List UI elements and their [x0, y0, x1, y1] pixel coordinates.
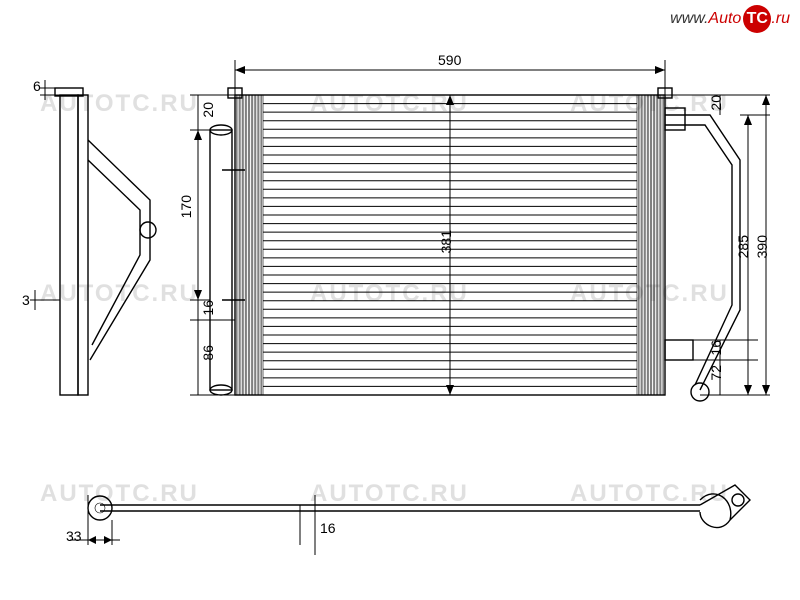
dim-side-3	[30, 290, 60, 310]
dim-label-590: 590	[438, 52, 461, 68]
dim-label-390: 390	[754, 235, 770, 258]
dim-label-6: 6	[33, 78, 41, 94]
dim-label-86: 86	[200, 345, 216, 361]
technical-drawing	[0, 0, 800, 600]
dim-label-20: 20	[200, 102, 216, 118]
dim-label-r16: 16	[708, 340, 724, 356]
dim-label-285: 285	[735, 235, 751, 258]
dim-label-381: 381	[438, 230, 454, 253]
radiator-bottom-view	[70, 485, 750, 555]
dim-label-b16: 16	[320, 520, 336, 536]
dim-label-r20: 20	[708, 95, 724, 111]
dim-label-170: 170	[178, 195, 194, 218]
outlet-pipes	[665, 108, 740, 401]
radiator-front-view	[210, 88, 740, 401]
dim-label-72: 72	[708, 365, 724, 381]
radiator-side-view	[55, 88, 156, 395]
dim-side-6	[40, 80, 60, 100]
dim-label-16: 16	[200, 300, 216, 316]
dim-label-3: 3	[22, 292, 30, 308]
dim-label-33: 33	[66, 528, 82, 544]
